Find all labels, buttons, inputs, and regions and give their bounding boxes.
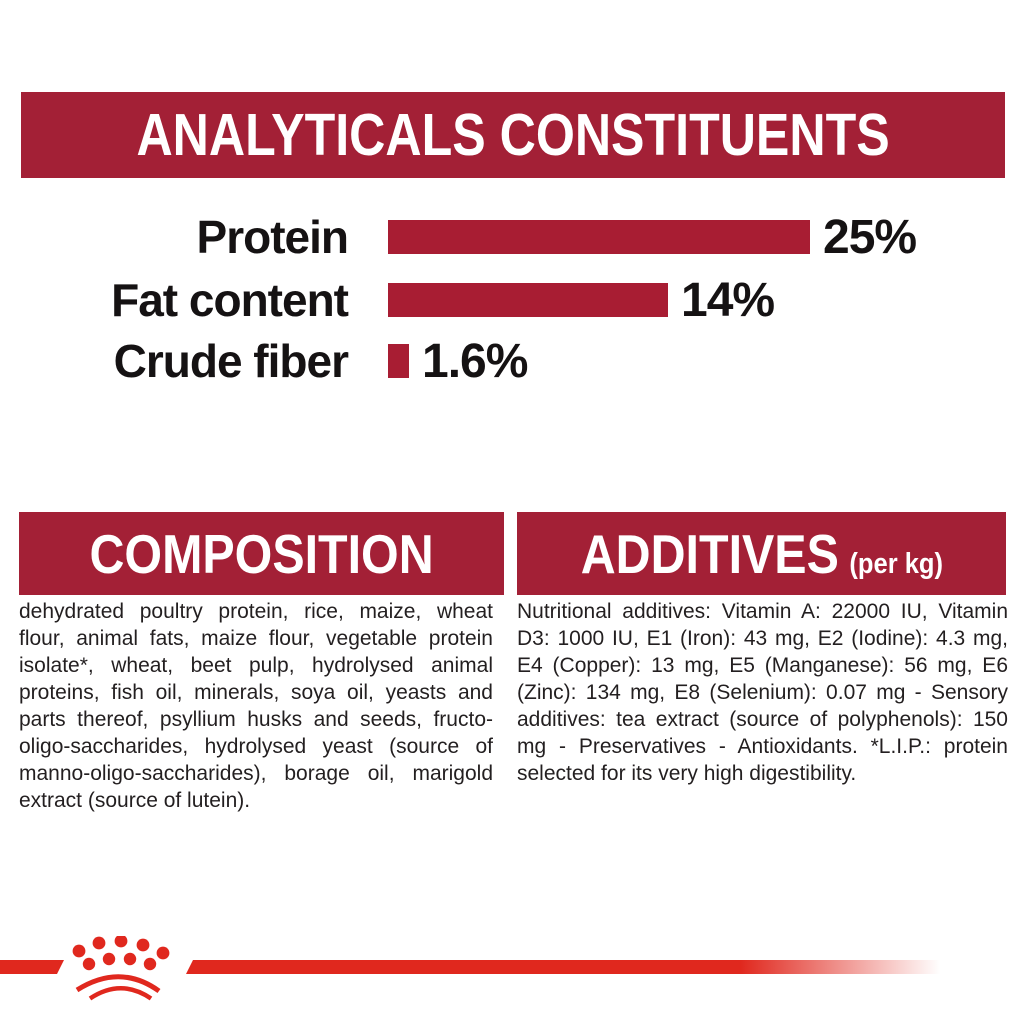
- additives-per-kg-label: (per kg): [849, 547, 943, 580]
- chart-bar: [388, 283, 668, 317]
- footer-rule-right-segment: [186, 960, 956, 974]
- analyticals-constituents-banner: ANALYTICALS CONSTITUENTS: [21, 92, 1005, 178]
- composition-title: COMPOSITION: [89, 522, 434, 585]
- chart-value-label: 1.6%: [422, 334, 528, 388]
- chart-category-label: Fat content: [111, 274, 349, 326]
- chart-category-label: Crude fiber: [113, 335, 349, 387]
- composition-body-text: dehydrated poultry protein, rice, maize,…: [19, 600, 493, 812]
- additives-body-text: Nutritional additives: Vitamin A: 22000 …: [517, 600, 1008, 785]
- chart-bar: [388, 220, 810, 254]
- chart-category-label: Protein: [196, 211, 349, 263]
- chart-row-protein: Protein 25%: [0, 211, 1024, 264]
- chart-row-crude-fiber: Crude fiber 1.6%: [0, 335, 1024, 388]
- chart-value-label: 14%: [681, 273, 775, 327]
- chart-bar: [388, 344, 409, 378]
- additives-title-group: ADDITIVES (per kg): [580, 522, 942, 586]
- crown-icon: [72, 934, 170, 1001]
- analyticals-constituents-title: ANALYTICALS CONSTITUENTS: [136, 102, 890, 168]
- chart-value-label: 25%: [823, 210, 917, 264]
- composition-banner: COMPOSITION: [19, 512, 504, 595]
- additives-banner: ADDITIVES (per kg): [517, 512, 1006, 595]
- royal-canin-crown-logo: [65, 934, 179, 1002]
- additives-title: ADDITIVES: [580, 522, 839, 585]
- chart-row-fat-content: Fat content 14%: [0, 274, 1024, 327]
- footer-rule-left-segment: [0, 960, 64, 974]
